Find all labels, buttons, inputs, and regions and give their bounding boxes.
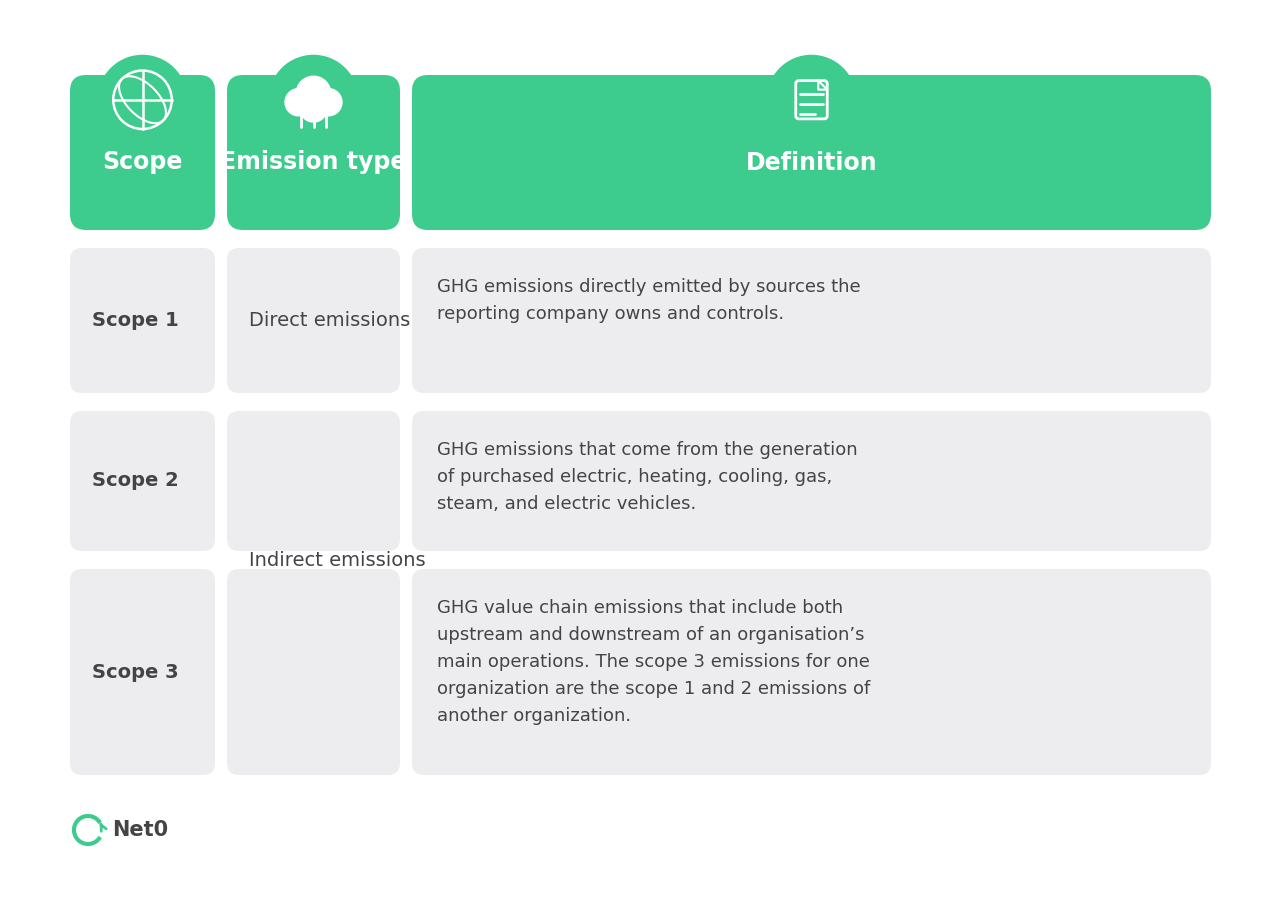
Text: Scope: Scope (103, 150, 182, 175)
Circle shape (315, 88, 342, 116)
FancyBboxPatch shape (70, 569, 215, 775)
Text: Emission type: Emission type (220, 150, 406, 175)
Circle shape (285, 88, 313, 116)
Text: Scope 2: Scope 2 (92, 472, 179, 491)
Circle shape (97, 55, 187, 145)
Text: GHG value chain emissions that include both
upstream and downstream of an organi: GHG value chain emissions that include b… (437, 599, 870, 725)
FancyBboxPatch shape (411, 569, 1212, 775)
FancyBboxPatch shape (70, 248, 215, 393)
Circle shape (300, 94, 327, 122)
FancyBboxPatch shape (227, 411, 400, 551)
FancyBboxPatch shape (227, 248, 400, 393)
Text: Definition: Definition (746, 150, 877, 175)
FancyBboxPatch shape (411, 75, 1212, 230)
Text: Net0: Net0 (111, 820, 168, 840)
FancyBboxPatch shape (411, 411, 1212, 551)
Text: GHG emissions directly emitted by sources the
reporting company owns and control: GHG emissions directly emitted by source… (437, 278, 861, 323)
FancyBboxPatch shape (227, 75, 400, 230)
FancyBboxPatch shape (70, 75, 215, 230)
Circle shape (766, 55, 857, 145)
FancyBboxPatch shape (70, 411, 215, 551)
Circle shape (296, 76, 330, 111)
Text: Indirect emissions: Indirect emissions (249, 551, 425, 570)
Text: GHG emissions that come from the generation
of purchased electric, heating, cool: GHG emissions that come from the generat… (437, 441, 857, 513)
FancyBboxPatch shape (227, 569, 400, 775)
Text: Scope 1: Scope 1 (92, 311, 179, 330)
Text: Scope 3: Scope 3 (92, 662, 179, 681)
Circle shape (268, 55, 358, 145)
FancyBboxPatch shape (411, 248, 1212, 393)
Text: Direct emissions: Direct emissions (249, 311, 410, 330)
